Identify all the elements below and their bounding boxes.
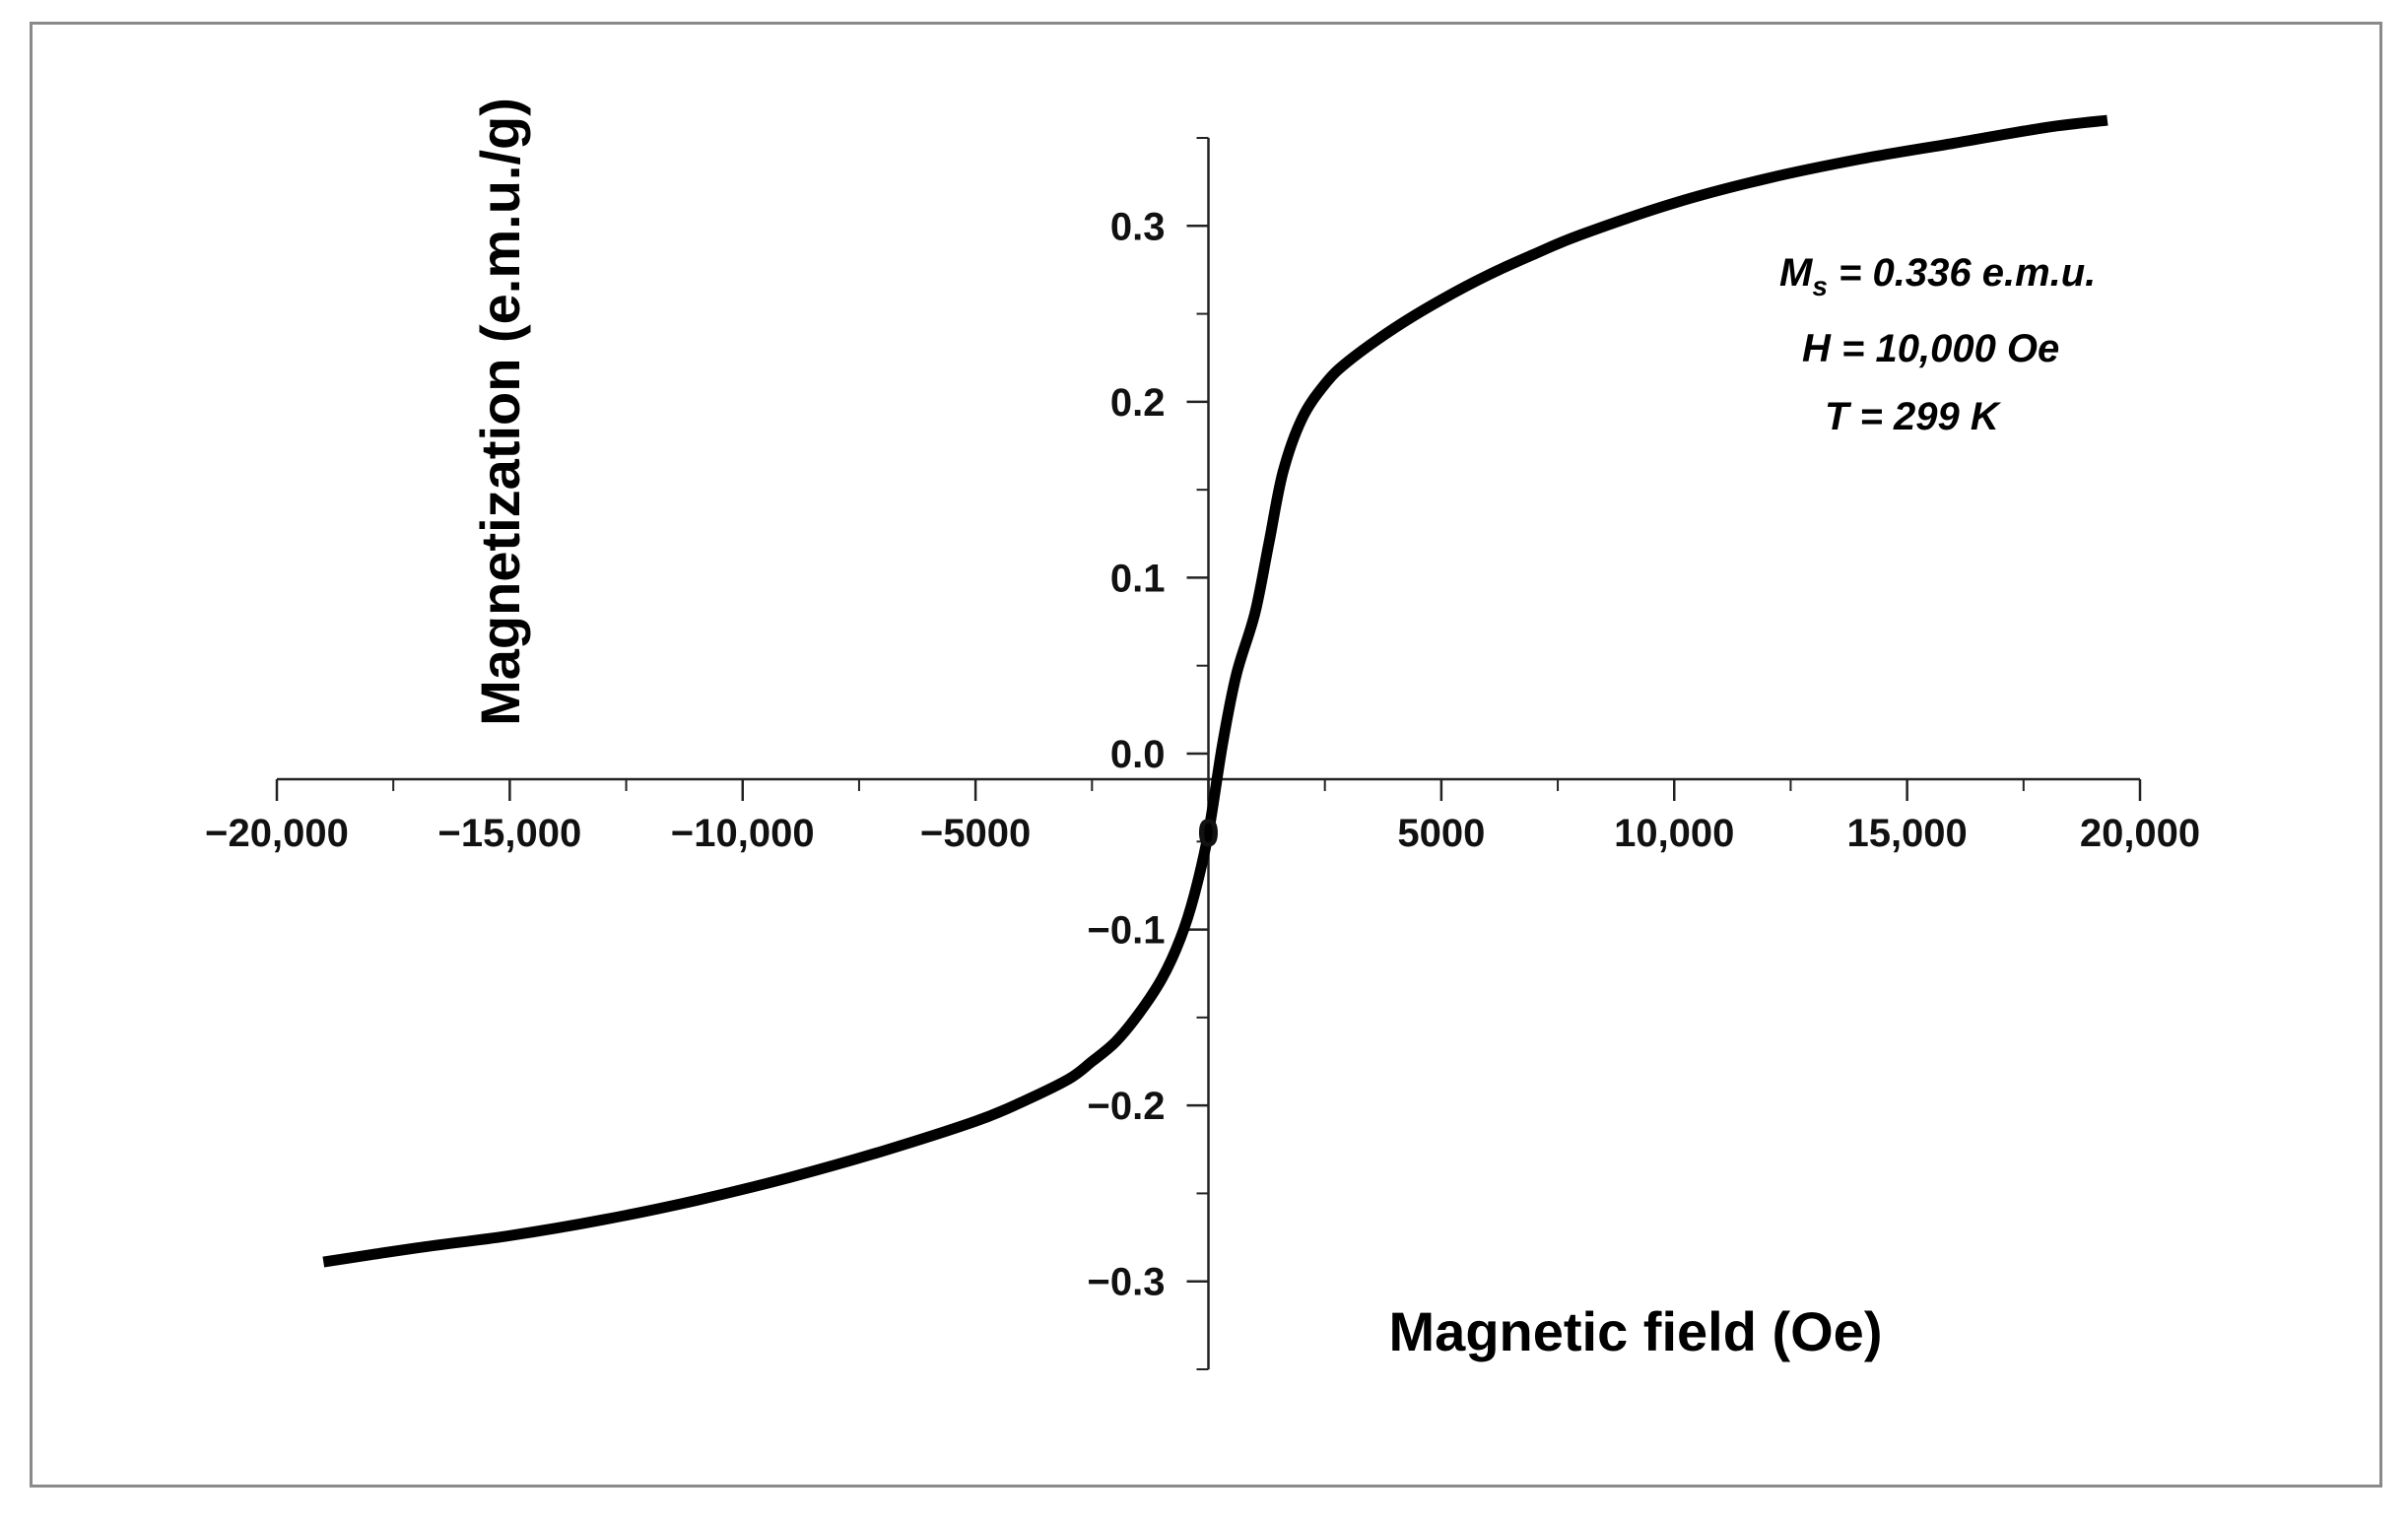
y-tick-label: −0.3	[1088, 1261, 1166, 1304]
y-tick-label: 0.2	[1110, 381, 1166, 425]
y-tick-label: 0.0	[1110, 733, 1166, 776]
x-axis-title: Magnetic field (Oe)	[1389, 1300, 1883, 1362]
x-tick-label: 20,000	[2080, 812, 2200, 855]
y-tick-label: 0.3	[1110, 205, 1166, 248]
y-axis-title: Magnetization (e.m.u./g)	[469, 98, 531, 726]
annotation-temperature: T = 299 K	[1825, 395, 2002, 438]
annotation-saturation-magnetization: Ms = 0.336 e.m.u.	[1779, 251, 2096, 301]
magnetization-curve	[322, 114, 2108, 1268]
x-tick-label: −10,000	[671, 812, 815, 855]
x-tick-label: 5000	[1397, 812, 1485, 855]
x-tick-label: 10,000	[1614, 812, 1734, 855]
series	[322, 114, 2108, 1268]
y-tick-label: 0.1	[1110, 557, 1166, 600]
y-tick-label: −0.2	[1088, 1085, 1166, 1128]
x-tick-label: −15,000	[438, 812, 582, 855]
x-tick-label: 0	[1197, 812, 1219, 855]
annotation-field: H = 10,000 Oe	[1802, 327, 2059, 370]
x-tick-label: −20,000	[205, 812, 349, 855]
x-tick-label: −5000	[920, 812, 1031, 855]
x-tick-label: 15,000	[1846, 812, 1967, 855]
y-tick-label: −0.1	[1088, 909, 1166, 953]
labels: −20,000 −15,000 −10,000 −5000 0 5000 10,000 15,…	[205, 205, 2200, 1303]
ticks	[275, 137, 2142, 1370]
